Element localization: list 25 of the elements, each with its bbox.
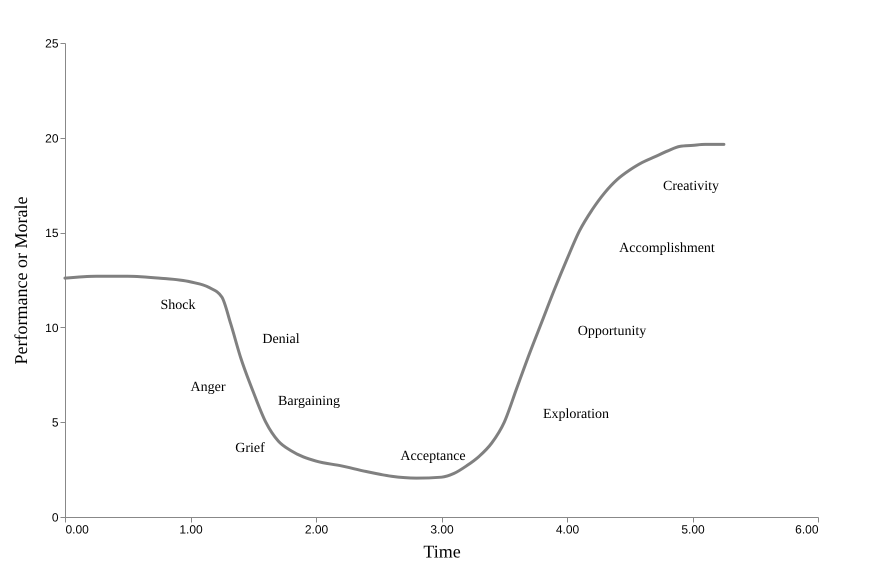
x-tick-label: 4.00: [556, 522, 580, 536]
annotation: Anger: [190, 380, 226, 395]
x-tick-label: 5.00: [681, 522, 705, 536]
annotation: Accomplishment: [619, 241, 715, 256]
annotation: Bargaining: [278, 394, 340, 409]
x-tick-label: 1.00: [179, 522, 203, 536]
y-tick-label: 10: [45, 320, 59, 335]
x-tick-label: 2.00: [304, 522, 328, 536]
annotation: Exploration: [542, 407, 610, 422]
y-tick-label: 5: [52, 416, 59, 430]
y-tick-label: 25: [45, 36, 59, 50]
annotation: Shock: [160, 298, 196, 313]
y-axis-title: Performance or Morale: [11, 196, 32, 364]
annotation: Acceptance: [400, 449, 466, 464]
x-tick-label: 0.00: [66, 522, 90, 536]
annotation: Denial: [262, 332, 300, 347]
x-axis-title: Time: [423, 542, 461, 562]
y-tick-label: 20: [45, 131, 59, 146]
annotation: Creativity: [663, 179, 719, 194]
x-tick-label: 6.00: [795, 522, 819, 536]
annotation: Grief: [235, 441, 266, 456]
y-tick-label: 0: [52, 510, 59, 524]
y-tick-label: 15: [45, 226, 59, 240]
x-tick-label: 3.00: [430, 522, 454, 536]
annotation: Opportunity: [578, 324, 646, 339]
